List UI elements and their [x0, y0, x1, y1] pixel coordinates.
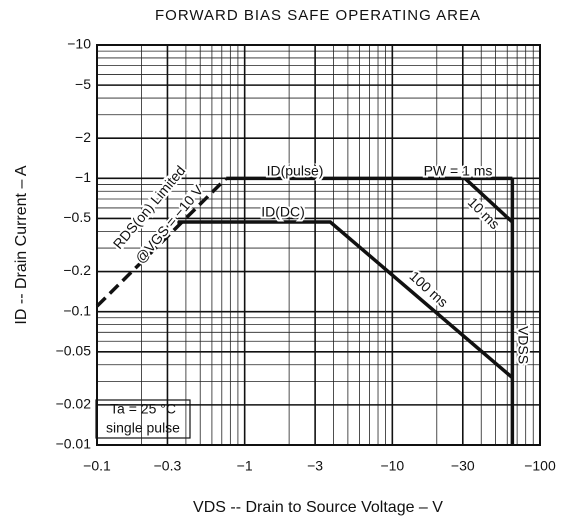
y-tick-label: −0.5	[63, 209, 91, 225]
boundary-line	[177, 220, 514, 379]
y-tick-label: −0.05	[56, 343, 92, 359]
plot-frame	[96, 44, 541, 446]
annotation: 100 ms	[406, 268, 451, 311]
annotation: single pulse	[106, 420, 180, 436]
annotation: ID(pulse)	[267, 163, 324, 179]
annotation: PW = 1 ms	[424, 163, 493, 179]
x-tick-label: −1	[237, 458, 253, 474]
boundary-line	[95, 177, 228, 308]
y-tick-label: −0.1	[63, 302, 91, 318]
y-tick-label: −0.2	[63, 262, 91, 278]
x-tick-label: −10	[380, 458, 404, 474]
annotation: Ta = 25 °C	[110, 401, 176, 417]
x-axis-label: VDS -- Drain to Source Voltage – V	[193, 499, 443, 516]
y-tick-label: −1	[75, 169, 91, 185]
y-tick-label: −0.02	[56, 396, 92, 412]
x-tick-label: −30	[451, 458, 475, 474]
chart-title: FORWARD BIAS SAFE OPERATING AREA	[155, 7, 481, 24]
x-tick-label: −0.1	[83, 458, 111, 474]
y-tick-label: −0.01	[56, 436, 92, 452]
annotation: VDSS	[515, 326, 531, 364]
x-tick-label: −0.3	[154, 458, 182, 474]
y-axis-label: ID -- Drain Current – A	[13, 165, 30, 324]
annotation: ID(DC)	[261, 204, 305, 220]
boundary-line	[463, 177, 514, 224]
annotation: 10 ms	[465, 194, 503, 232]
x-tick-label: −100	[524, 458, 556, 474]
condition-box	[95, 399, 191, 439]
y-tick-label: −10	[67, 36, 91, 52]
y-tick-label: −5	[75, 76, 91, 92]
y-tick-label: −2	[75, 129, 91, 145]
x-tick-label: −3	[307, 458, 323, 474]
